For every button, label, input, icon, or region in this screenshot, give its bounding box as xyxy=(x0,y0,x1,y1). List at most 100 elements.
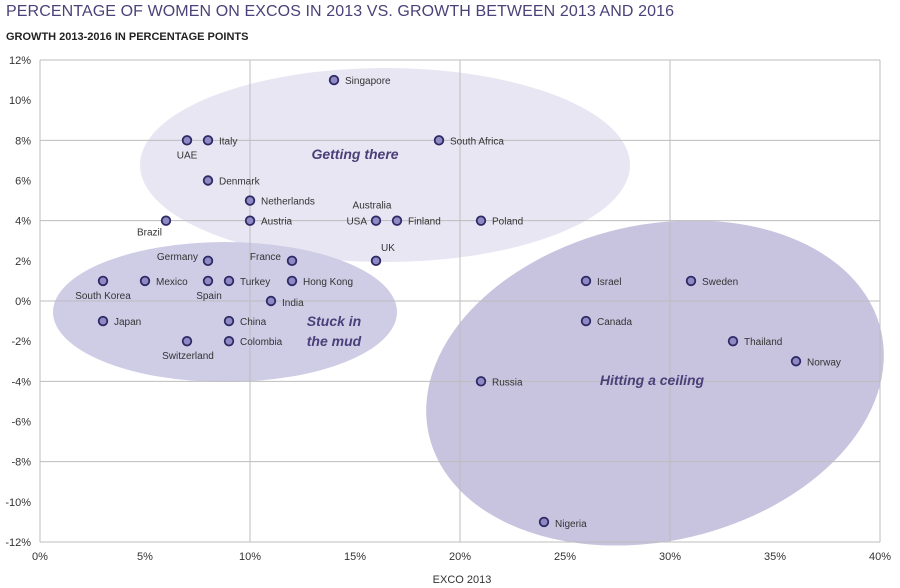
label-uae: UAE xyxy=(177,150,198,161)
label-south-korea: South Korea xyxy=(75,291,131,302)
cluster-label-getting-there: Getting there xyxy=(311,146,398,162)
x-tick-label: 15% xyxy=(344,551,366,563)
y-tick-label: 2% xyxy=(15,256,31,268)
x-tick-label: 0% xyxy=(32,551,48,563)
y-tick-label: 0% xyxy=(15,296,31,308)
point-finland xyxy=(391,215,403,226)
cluster-label-stuck-line1: Stuck in xyxy=(307,313,361,329)
label-turkey: Turkey xyxy=(240,277,270,288)
point-china xyxy=(223,315,235,327)
label-poland: Poland xyxy=(492,217,523,228)
x-axis-ticks: 0% 5% 10% 15% 20% 25% 30% 35% 40% xyxy=(32,551,891,563)
x-tick-label: 40% xyxy=(869,551,891,563)
cluster-labels: Getting there Stuck in the mud Hitting a… xyxy=(307,146,705,388)
label-norway: Norway xyxy=(807,357,841,368)
point-nigeria xyxy=(538,516,550,528)
label-france: France xyxy=(250,252,282,263)
y-tick-label: 12% xyxy=(9,55,31,67)
label-israel: Israel xyxy=(597,277,621,288)
label-canada: Canada xyxy=(597,317,632,328)
label-uk: UK xyxy=(381,243,395,254)
label-australia: Australia xyxy=(353,201,392,212)
point-mexico xyxy=(139,275,151,287)
y-tick-label: -2% xyxy=(11,336,31,348)
y-tick-label: 6% xyxy=(15,176,31,188)
point-italy xyxy=(202,135,214,146)
label-italy: Italy xyxy=(219,136,237,147)
point-sweden xyxy=(685,275,697,287)
point-netherlands xyxy=(244,195,256,206)
point-colombia xyxy=(223,335,235,347)
label-usa: USA xyxy=(346,217,367,228)
point-singapore xyxy=(328,74,340,86)
label-nigeria: Nigeria xyxy=(555,519,587,530)
point-norway xyxy=(790,356,802,367)
label-netherlands: Netherlands xyxy=(261,197,315,208)
grid xyxy=(39,59,881,543)
point-israel xyxy=(580,275,592,287)
cluster-ellipses xyxy=(53,68,884,546)
chart-title: PERCENTAGE OF WOMEN ON EXCOS IN 2013 VS.… xyxy=(6,3,675,20)
hitting-ceiling-ellipse xyxy=(426,220,884,546)
cluster-label-hitting-ceiling: Hitting a ceiling xyxy=(600,372,705,388)
point-uk xyxy=(370,255,382,267)
y-tick-label: -8% xyxy=(11,457,31,469)
y-axis-title: GROWTH 2013-2016 IN PERCENTAGE POINTS xyxy=(6,31,249,43)
point-hong-kong xyxy=(286,275,298,287)
label-india: India xyxy=(282,298,304,309)
point-germany xyxy=(202,255,214,267)
y-tick-label: 10% xyxy=(9,95,31,107)
x-tick-label: 30% xyxy=(659,551,681,563)
label-finland: Finland xyxy=(408,217,441,228)
point-labels: Singapore UAE Italy South Africa DenmarkNeth… xyxy=(75,76,841,530)
x-tick-label: 35% xyxy=(764,551,786,563)
point-poland xyxy=(475,215,487,226)
point-south-africa xyxy=(433,135,445,146)
point-india xyxy=(265,295,277,307)
label-colombia: Colombia xyxy=(240,337,283,348)
x-axis-title: EXCO 2013 xyxy=(433,574,492,586)
point-turkey xyxy=(223,275,235,287)
label-mexico: Mexico xyxy=(156,277,188,288)
point-russia xyxy=(475,376,487,387)
label-russia: Russia xyxy=(492,377,523,388)
label-spain: Spain xyxy=(196,291,222,302)
label-japan: Japan xyxy=(114,317,141,328)
label-china: China xyxy=(240,317,267,328)
point-austria xyxy=(244,215,256,226)
label-austria: Austria xyxy=(261,217,293,228)
y-axis-ticks: 12% 10% 8% 6% 4% 2% 0% -2% -4% -6% -8% -10% -12% xyxy=(5,55,31,549)
y-tick-label: -6% xyxy=(11,417,31,429)
x-tick-label: 10% xyxy=(239,551,261,563)
point-switzerland xyxy=(181,335,193,347)
point-denmark xyxy=(202,175,214,186)
point-japan xyxy=(97,315,109,327)
point-australia xyxy=(370,215,382,226)
point-south-korea xyxy=(97,275,109,287)
point-france xyxy=(286,255,298,267)
label-thailand: Thailand xyxy=(744,337,782,348)
label-hong-kong: Hong Kong xyxy=(303,277,353,288)
label-denmark: Denmark xyxy=(219,177,261,188)
label-brazil: Brazil xyxy=(137,228,162,239)
stuck-in-mud-ellipse xyxy=(53,242,397,382)
point-canada xyxy=(580,315,592,327)
label-germany: Germany xyxy=(157,252,198,263)
y-tick-label: -10% xyxy=(5,497,31,509)
label-south-africa: South Africa xyxy=(450,136,504,147)
label-switzerland: Switzerland xyxy=(162,351,214,362)
cluster-label-stuck-line2: the mud xyxy=(307,333,362,349)
point-brazil xyxy=(160,215,172,226)
x-tick-label: 25% xyxy=(554,551,576,563)
point-spain xyxy=(202,275,214,287)
label-sweden: Sweden xyxy=(702,277,738,288)
y-tick-label: -4% xyxy=(11,376,31,388)
x-tick-label: 5% xyxy=(137,551,153,563)
y-tick-label: 8% xyxy=(15,135,31,147)
label-singapore: Singapore xyxy=(345,76,391,87)
data-points xyxy=(97,74,802,528)
getting-there-ellipse xyxy=(140,68,630,262)
y-tick-label: 4% xyxy=(15,216,31,228)
point-uae xyxy=(181,135,193,146)
